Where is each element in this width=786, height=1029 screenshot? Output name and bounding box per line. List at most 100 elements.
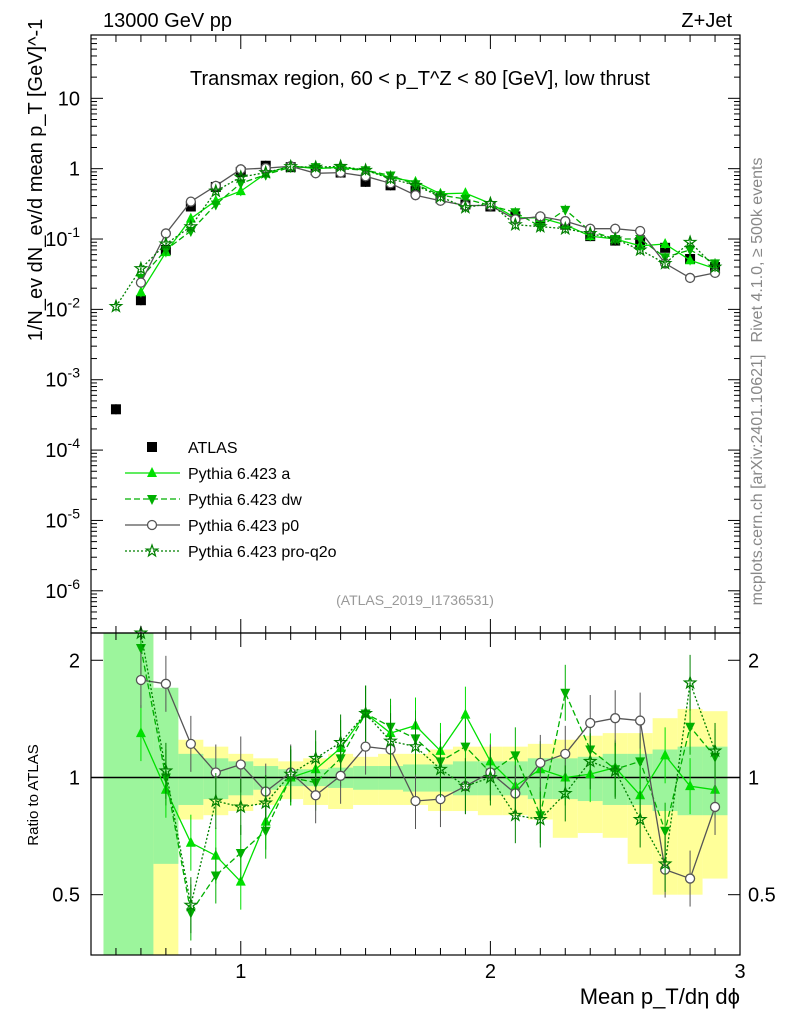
data-point: [135, 295, 146, 306]
y-tick-label: 10-2: [45, 294, 80, 321]
ratio-point: [235, 848, 246, 859]
data-point: [358, 162, 374, 177]
data-point: [210, 200, 221, 211]
y-tick-exponent: -3: [68, 365, 81, 381]
ratio-point: [457, 778, 473, 793]
x-tick-label: 3: [734, 961, 745, 983]
data-point: [433, 188, 448, 203]
x-tick-label: 2: [485, 961, 496, 983]
data-point: [110, 404, 121, 415]
data-point: [460, 187, 471, 198]
ratio-point: [382, 733, 398, 748]
ratio-point: [335, 770, 346, 781]
data-point: [684, 272, 696, 284]
ratio-point: [684, 873, 696, 884]
ratio-point: [185, 836, 196, 847]
data-point: [283, 158, 299, 173]
y-tick-exponent: -6: [68, 576, 81, 592]
ratio-point: [410, 795, 421, 807]
data-point: [208, 183, 224, 198]
ratio-point: [158, 762, 174, 778]
data-point: [482, 195, 498, 210]
y-tick-exponent: -2: [68, 294, 81, 310]
ratio-point: [183, 897, 199, 912]
data-point: [707, 259, 723, 274]
ratio-point: [660, 749, 671, 760]
legend-marker: [146, 519, 158, 531]
ratio-point: [510, 751, 521, 762]
ratio-point: [460, 708, 471, 719]
ratio-point: [135, 727, 146, 738]
y-tick-label: 10-3: [45, 365, 80, 392]
ratio-point: [635, 757, 646, 768]
data-point: [557, 220, 573, 236]
ratio-point: [135, 674, 147, 686]
ratio-point: [283, 766, 299, 781]
ratio-y-tick-label-right: 2: [748, 650, 759, 672]
ratio-point: [358, 705, 374, 720]
ratio-point: [310, 790, 321, 801]
data-point: [582, 225, 598, 240]
data-point: [607, 231, 623, 246]
data-point: [657, 255, 673, 270]
ratio-point: [460, 742, 471, 753]
ratio-point: [682, 674, 698, 690]
x-axis-label: Mean p_T/dη dϕ: [580, 984, 740, 1009]
ratio-point: [208, 793, 224, 808]
ratio-y-tick-label: 2: [69, 650, 80, 672]
ratio-point: [235, 759, 246, 770]
ratio-point: [632, 811, 648, 826]
data-point: [532, 218, 548, 233]
legend-label: ATLAS: [188, 440, 238, 457]
ratio-y-axis-label: Ratio to ATLAS: [25, 744, 42, 845]
ratio-point: [210, 871, 221, 882]
y-tick-exponent: -4: [68, 435, 81, 451]
y-axis-label: 1/N_ev dN_ev/d mean p_T [GeV]^-1: [25, 19, 47, 342]
ratio-point: [707, 743, 723, 758]
data-point: [258, 164, 274, 179]
ratio-point: [408, 738, 423, 753]
ratio-point: [560, 688, 571, 699]
data-point: [333, 158, 349, 173]
data-point: [685, 245, 696, 256]
legend-label: Pythia 6.423 a: [188, 466, 290, 483]
ratio-y-tick-label-right: 1: [748, 767, 759, 789]
ratio-point: [482, 769, 498, 784]
data-point: [685, 254, 696, 265]
data-point: [135, 277, 147, 288]
ratio-point: [685, 722, 696, 733]
data-point: [510, 208, 521, 219]
ratio-point: [360, 741, 371, 752]
data-point: [233, 169, 249, 184]
ratio-point: [507, 807, 523, 822]
data-point: [135, 286, 146, 297]
ratio-point: [433, 761, 448, 776]
ratio-point: [260, 826, 271, 837]
legend-label: Pythia 6.423 dw: [188, 492, 302, 509]
header-left: 13000 GeV pp: [103, 10, 232, 32]
ratio-point: [308, 750, 324, 765]
y-tick-label: 10-6: [45, 576, 80, 603]
data-point: [382, 170, 398, 186]
data-point: [457, 199, 473, 214]
y-tick-label: 10: [58, 88, 80, 110]
ratio-point: [660, 826, 671, 837]
legend-marker: [147, 467, 157, 477]
data-point: [235, 185, 246, 196]
data-point: [360, 176, 371, 187]
stat-band-segment: [103, 633, 154, 955]
header-right: Z+Jet: [681, 10, 732, 32]
data-point: [185, 212, 196, 223]
ratio-point: [258, 795, 274, 810]
ratio-y-tick-label: 1: [69, 767, 80, 789]
series-line-1: [140, 165, 716, 293]
data-point: [660, 237, 671, 248]
ratio-point: [160, 678, 172, 689]
series-line-2: [140, 166, 716, 279]
ratio-point: [333, 734, 349, 749]
x-tick-label: 1: [235, 961, 246, 983]
ratio-point: [557, 785, 573, 800]
data-point: [308, 159, 324, 174]
legend-marker: [147, 442, 157, 452]
